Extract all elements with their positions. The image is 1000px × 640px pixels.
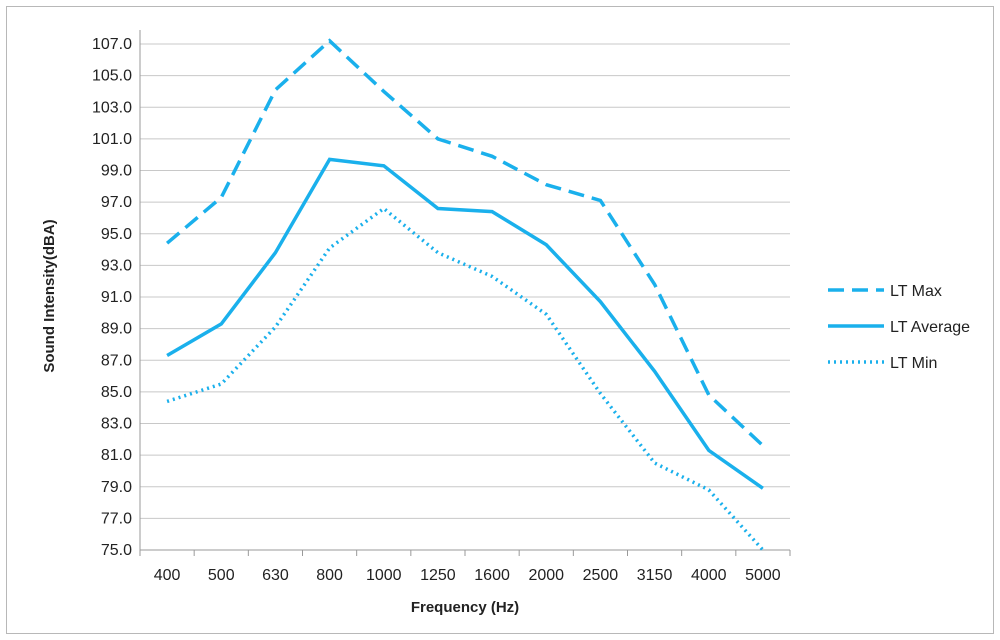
chart-frame xyxy=(6,6,994,634)
x-tick-label: 4000 xyxy=(691,567,727,584)
series-lines xyxy=(165,38,765,552)
legend-label: LT Min xyxy=(890,355,937,372)
legend-item-lt-min: LT Min xyxy=(828,355,937,372)
y-tick-label: 75.0 xyxy=(101,542,132,559)
x-axis-title: Frequency (Hz) xyxy=(411,599,519,616)
x-tick-label: 5000 xyxy=(745,567,781,584)
y-tick-label: 103.0 xyxy=(92,99,132,116)
axes xyxy=(139,30,791,556)
x-axis-ticks: 400 500 630 800 1000 1250 1600 2000 2500 3150 4000… xyxy=(154,567,781,584)
y-tick-label: 105.0 xyxy=(92,68,132,85)
x-tick-label: 800 xyxy=(316,567,343,584)
series-line-lt-max xyxy=(165,38,765,447)
legend-item-lt-max: LT Max xyxy=(828,283,942,300)
y-tick-label: 97.0 xyxy=(101,194,132,211)
y-axis-ticks: 75.0 77.0 79.0 81.0 83.0 85.0 87.0 89.0 91.0 93.0… xyxy=(92,36,132,559)
y-tick-label: 85.0 xyxy=(101,384,132,401)
x-tick-label: 2000 xyxy=(528,567,564,584)
y-tick-label: 99.0 xyxy=(101,163,132,180)
legend-item-lt-average: LT Average xyxy=(828,319,970,336)
x-tick-label: 630 xyxy=(262,567,289,584)
y-tick-label: 79.0 xyxy=(101,479,132,496)
y-tick-label: 91.0 xyxy=(101,289,132,306)
series-line-lt-average xyxy=(166,157,764,490)
y-tick-label: 77.0 xyxy=(101,510,132,527)
y-tick-label: 87.0 xyxy=(101,352,132,369)
x-tick-label: 3150 xyxy=(637,567,673,584)
y-tick-label: 107.0 xyxy=(92,36,132,53)
x-tick-label: 1600 xyxy=(474,567,510,584)
x-tick-label: 1250 xyxy=(420,567,456,584)
y-axis-title: Sound Intensity(dBA) xyxy=(41,219,58,372)
y-tick-label: 83.0 xyxy=(101,416,132,433)
series-line-lt-min xyxy=(166,206,765,552)
x-tick-label: 2500 xyxy=(583,567,619,584)
y-tick-label: 101.0 xyxy=(92,131,132,148)
y-tick-label: 81.0 xyxy=(101,447,132,464)
y-tick-label: 95.0 xyxy=(101,226,132,243)
x-tick-label: 500 xyxy=(208,567,235,584)
x-tick-label: 400 xyxy=(154,567,181,584)
y-tick-label: 93.0 xyxy=(101,257,132,274)
legend: LT Max LT Average LT Min xyxy=(828,283,970,372)
gridlines xyxy=(140,43,790,519)
x-tick-label: 1000 xyxy=(366,567,402,584)
legend-label: LT Average xyxy=(890,319,970,336)
legend-label: LT Max xyxy=(890,283,942,300)
y-tick-label: 89.0 xyxy=(101,321,132,338)
